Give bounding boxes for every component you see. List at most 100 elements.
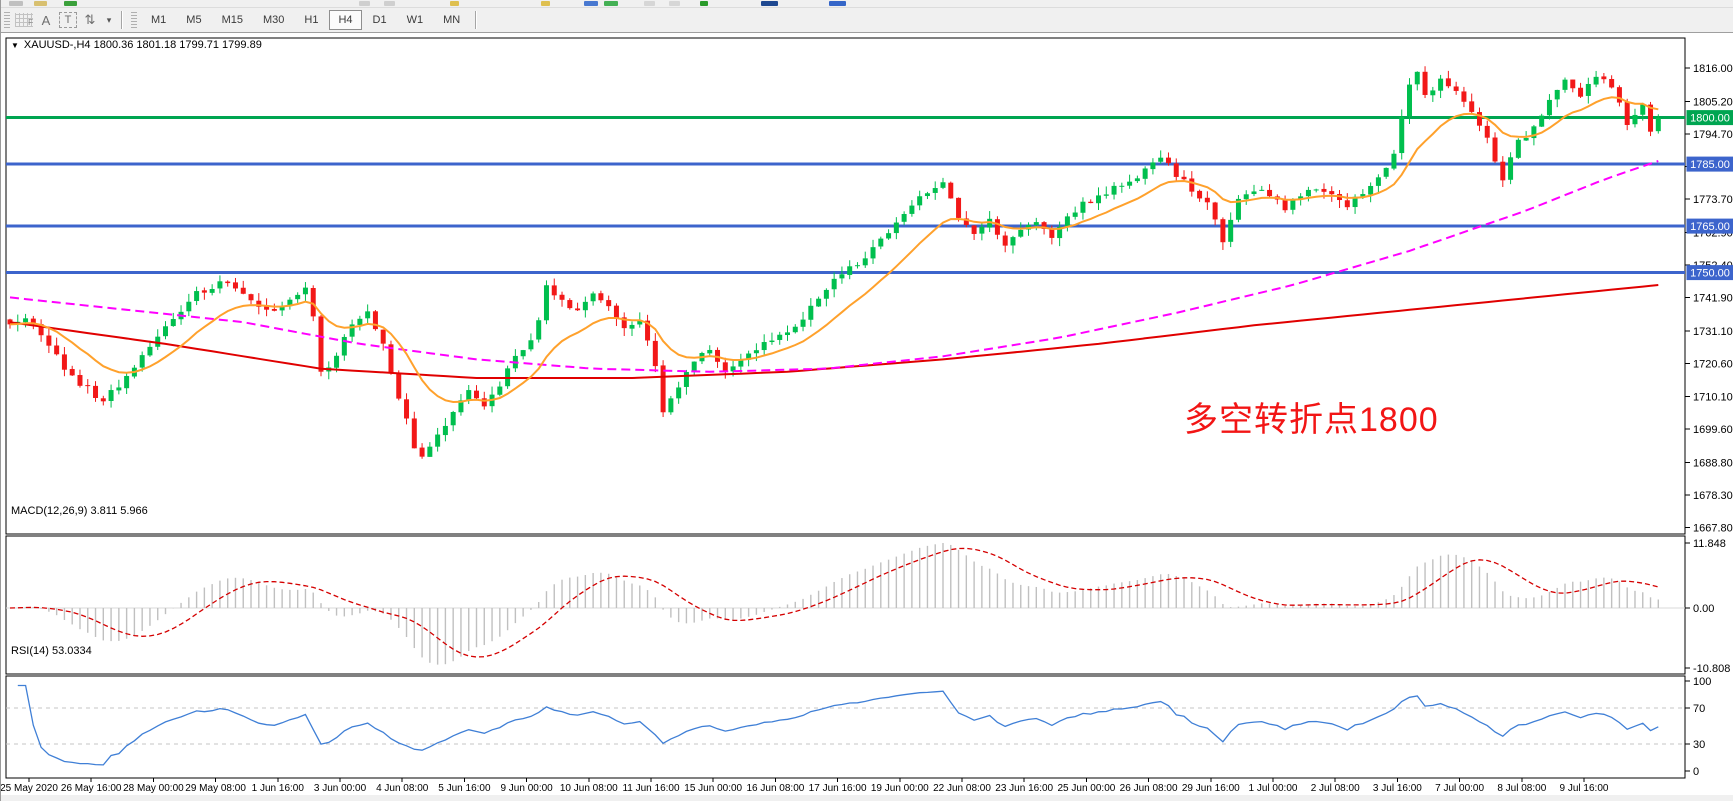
ma-orange-fast-line <box>9 96 1659 404</box>
cycle-arrows-icon[interactable]: ⇅ <box>84 12 96 27</box>
svg-text:1765.00: 1765.00 <box>1690 221 1730 233</box>
svg-text:100: 100 <box>1693 676 1711 688</box>
svg-text:7 Jul 00:00: 7 Jul 00:00 <box>1435 783 1484 794</box>
svg-text:29 May 08:00: 29 May 08:00 <box>185 783 246 794</box>
timeframe-button-m15[interactable]: M15 <box>213 10 252 30</box>
symbol-dropdown-icon[interactable]: ▼ <box>11 40 19 50</box>
macd-histogram <box>17 543 1660 665</box>
toolbar-separator <box>121 11 123 29</box>
svg-text:1773.70: 1773.70 <box>1693 194 1733 206</box>
time-axis[interactable]: 25 May 2020 26 May 16:00 28 May 00:00 29 Ma… <box>1 778 1609 794</box>
svg-text:16 Jun 08:00: 16 Jun 08:00 <box>746 783 804 794</box>
toolbar-icon-fragment <box>541 1 550 6</box>
svg-text:1794.70: 1794.70 <box>1693 129 1733 141</box>
timeframe-button-h1[interactable]: H1 <box>295 10 327 30</box>
svg-text:25 Jun 00:00: 25 Jun 00:00 <box>1057 783 1115 794</box>
svg-text:1688.80: 1688.80 <box>1693 457 1733 469</box>
svg-text:3 Jun 00:00: 3 Jun 00:00 <box>314 783 367 794</box>
svg-text:1 Jun 16:00: 1 Jun 16:00 <box>252 783 305 794</box>
chart-text-annotation[interactable]: 多空转折点1800 <box>1184 401 1439 439</box>
price-line-badges: 1800.00 1785.00 1765.00 1750.00 <box>1686 110 1733 281</box>
svg-text:8 Jul 08:00: 8 Jul 08:00 <box>1497 783 1546 794</box>
toolbar-icon-fragment <box>829 1 846 6</box>
chart-title: ▼ XAUUSD-,H4 1800.36 1801.18 1799.71 179… <box>11 39 262 51</box>
timeframe-button-w1[interactable]: W1 <box>398 10 433 30</box>
svg-text:9 Jun 00:00: 9 Jun 00:00 <box>500 783 553 794</box>
svg-text:26 May 16:00: 26 May 16:00 <box>61 783 122 794</box>
timeframe-group: M1 M5 M15 M30 H1 H4 D1 W1 MN <box>141 10 470 30</box>
dropdown-caret-icon[interactable]: ▾ <box>106 14 112 25</box>
toolbar-icon-fragment <box>450 1 459 6</box>
svg-text:1741.90: 1741.90 <box>1693 293 1733 305</box>
svg-text:25 May 2020: 25 May 2020 <box>1 783 58 794</box>
toolbar-icon-fragment <box>584 1 598 6</box>
toolbar-icon-fragment <box>359 1 370 6</box>
toolbar-icon-fragment <box>384 1 395 6</box>
svg-text:0.00: 0.00 <box>1693 603 1714 615</box>
timeframe-button-d1[interactable]: D1 <box>364 10 396 30</box>
svg-text:1699.60: 1699.60 <box>1693 424 1733 436</box>
svg-text:5 Jun 16:00: 5 Jun 16:00 <box>438 783 491 794</box>
drawing-tools-group: F A T ⇅ ▾ <box>14 11 116 30</box>
panel-frames[interactable] <box>1 37 1733 801</box>
macd-indicator-label: MACD(12,26,9) 3.811 5.966 <box>11 505 148 517</box>
svg-text:1678.30: 1678.30 <box>1693 490 1733 502</box>
svg-text:1731.10: 1731.10 <box>1693 326 1733 338</box>
svg-text:19 Jun 00:00: 19 Jun 00:00 <box>871 783 929 794</box>
toolbar-icon-fragment <box>9 1 23 6</box>
timeframe-button-h4[interactable]: H4 <box>329 10 362 30</box>
svg-text:11.848: 11.848 <box>1693 538 1726 550</box>
svg-text:1785.00: 1785.00 <box>1690 159 1730 171</box>
svg-text:17 Jun 16:00: 17 Jun 16:00 <box>809 783 867 794</box>
svg-text:2 Jul 08:00: 2 Jul 08:00 <box>1311 783 1360 794</box>
svg-text:26 Jun 08:00: 26 Jun 08:00 <box>1120 783 1178 794</box>
toolbar-icon-fragment <box>34 1 47 6</box>
toolbar-icon-fragment <box>700 1 708 6</box>
chart-window[interactable]: 1816.001805.201794.701784.201773.701762.… <box>1 33 1733 801</box>
svg-text:30: 30 <box>1693 739 1705 751</box>
svg-text:1667.80: 1667.80 <box>1693 522 1733 534</box>
toolbar-icon-fragment <box>761 1 778 6</box>
svg-text:-10.808: -10.808 <box>1693 663 1730 675</box>
fibo-grid-icon[interactable]: F <box>15 13 33 27</box>
timeframe-button-m5[interactable]: M5 <box>177 10 210 30</box>
timeframe-button-m1[interactable]: M1 <box>142 10 175 30</box>
svg-text:3 Jul 16:00: 3 Jul 16:00 <box>1373 783 1422 794</box>
svg-text:1816.00: 1816.00 <box>1693 63 1733 75</box>
svg-text:4 Jun 08:00: 4 Jun 08:00 <box>376 783 429 794</box>
price-axis[interactable]: 1816.001805.201794.701784.201773.701762.… <box>1685 63 1733 778</box>
svg-text:9 Jul 16:00: 9 Jul 16:00 <box>1560 783 1609 794</box>
svg-text:10 Jun 08:00: 10 Jun 08:00 <box>560 783 618 794</box>
text-box-icon[interactable]: T <box>59 12 77 28</box>
svg-text:15 Jun 00:00: 15 Jun 00:00 <box>684 783 742 794</box>
svg-text:1710.10: 1710.10 <box>1693 391 1733 403</box>
timeframe-drag-handle[interactable] <box>131 12 137 28</box>
ma-magenta-medium-line <box>9 160 1659 373</box>
timeframe-button-m30[interactable]: M30 <box>254 10 293 30</box>
toolbar-icon-fragment <box>604 1 618 6</box>
toolbar-upper-partial <box>1 0 1733 8</box>
chart-title-text: XAUUSD-,H4 1800.36 1801.18 1799.71 1799.… <box>23 39 262 51</box>
svg-text:22 Jun 08:00: 22 Jun 08:00 <box>933 783 991 794</box>
svg-text:11 Jun 16:00: 11 Jun 16:00 <box>622 783 680 794</box>
macd-signal-line <box>9 547 1659 658</box>
svg-text:1805.20: 1805.20 <box>1693 96 1733 108</box>
svg-text:0: 0 <box>1693 766 1699 778</box>
text-label-icon[interactable]: A <box>41 12 51 28</box>
horizontal-lines[interactable] <box>6 116 1685 275</box>
toolbar-icon-fragment <box>669 1 680 6</box>
main-toolbar: F A T ⇅ ▾ M1 M5 M15 M30 H1 H4 D1 W1 MN <box>1 8 1733 33</box>
svg-text:23 Jun 16:00: 23 Jun 16:00 <box>995 783 1053 794</box>
toolbar-separator-2 <box>475 11 478 29</box>
rsi-line <box>17 684 1659 766</box>
toolbar-drag-handle[interactable] <box>4 12 10 28</box>
svg-text:29 Jun 16:00: 29 Jun 16:00 <box>1182 783 1240 794</box>
svg-text:1720.60: 1720.60 <box>1693 359 1733 371</box>
timeframe-button-mn[interactable]: MN <box>434 10 469 30</box>
svg-text:1 Jul 00:00: 1 Jul 00:00 <box>1249 783 1298 794</box>
chart-canvas[interactable]: 1816.001805.201794.701784.201773.701762.… <box>1 33 1733 801</box>
toolbar-icon-fragment <box>644 1 655 6</box>
svg-text:1800.00: 1800.00 <box>1690 113 1730 125</box>
rsi-indicator-label: RSI(14) 53.0334 <box>11 645 92 657</box>
